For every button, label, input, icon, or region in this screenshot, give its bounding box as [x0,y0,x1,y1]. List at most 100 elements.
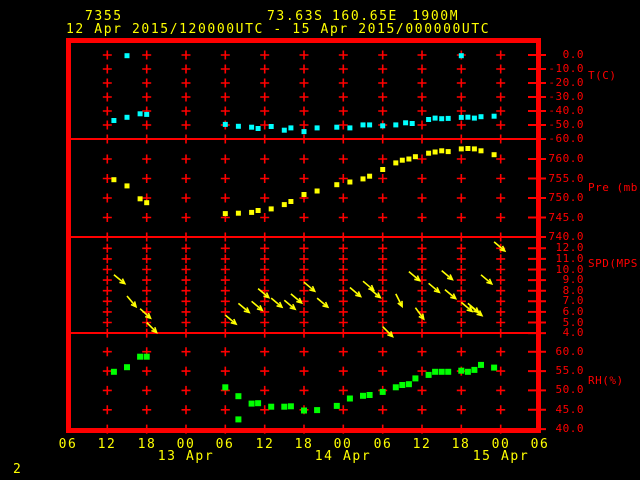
temperature-point [111,118,117,123]
pressure-point [412,154,418,160]
wind-arrow [146,321,158,334]
time-range: 12 Apr 2015/120000UTC - 15 Apr 2015/0000… [66,22,491,37]
relative_humidity-point [143,353,150,360]
pressure-point [281,202,287,208]
pressure-point [478,148,484,154]
temperature-axis-label: T(C) [588,69,617,82]
wind-arrow [395,293,403,309]
pressure-point [406,156,412,162]
relative_humidity-point [412,375,419,382]
pressure-tick-label: 760.0 [548,152,584,165]
relative_humidity-point [281,403,288,410]
wind-arrow [126,295,138,309]
x-hour-label: 06 [373,437,393,452]
pressure-point [255,208,261,213]
temperature-point [255,126,261,131]
temperature-point [478,114,484,120]
temperature-point [432,115,438,121]
relative_humidity-tick-label: 50.0 [555,383,584,396]
temperature-tick-label: -10.0 [548,62,584,75]
relative_humidity-point [366,392,373,398]
temperature-tick-label: -40.0 [548,104,584,117]
temperature-point [445,115,451,121]
wind-arrow [139,308,152,320]
wind_speed-tick-label: 7.0 [562,294,584,307]
wind-arrow [369,287,382,299]
pressure-point [144,200,150,206]
wind-arrow [303,281,317,293]
temperature-point [314,125,320,131]
pressure-point [367,173,373,179]
wind-arrow [382,326,394,338]
wind-arrow [290,293,304,305]
relative_humidity-point [301,407,307,414]
elevation: 1900M [412,9,460,24]
wind-arrow [414,307,425,321]
x-hour-label: 06 [530,437,550,452]
pressure-point [380,167,386,172]
temperature-tick-label: 0.0 [562,48,584,61]
x-hour-label: 18 [451,437,471,452]
temperature-point [268,124,274,129]
relative_humidity-point [478,361,484,368]
pressure-point [471,146,477,152]
relative_humidity-point [399,382,406,388]
pressure-tick-label: 740.0 [548,230,584,243]
x-hour-label: 00 [333,437,353,452]
relative_humidity-point [445,368,452,375]
relative_humidity-point [314,407,321,414]
pressure-point [111,177,117,183]
wind-arrow [251,300,264,312]
wind_speed-tick-label: 6.0 [562,305,584,318]
relative_humidity-tick-label: 55.0 [555,364,584,377]
relative_humidity-point [438,368,445,375]
wind-arrow [283,299,297,311]
temperature-tick-label: -20.0 [548,76,584,89]
temperature-point [458,53,464,59]
pressure-point [465,146,471,151]
wind-arrow [349,286,362,298]
temperature-point [124,114,130,120]
relative_humidity-point [137,353,144,360]
relative_humidity-point [248,400,255,407]
pressure-point [491,152,497,158]
x-hour-label: 18 [137,437,157,452]
wind-arrow [257,287,271,299]
relative_humidity-point [360,392,366,399]
longitude: 160.65E [332,9,398,24]
x-hour-label: 12 [412,437,432,452]
temperature-point [281,127,287,133]
wind-arrow [237,302,251,314]
relative_humidity-point [491,364,498,371]
wind-arrow [470,305,484,317]
temperature-point [471,115,477,121]
temperature-point [439,116,445,122]
pressure-point [360,176,366,182]
temperature-point [249,124,255,130]
wind-arrow [460,301,474,313]
pressure-tick-label: 755.0 [548,172,584,185]
pressure-point [288,199,294,204]
x-hour-label: 12 [97,437,117,452]
temperature-tick-label: -60.0 [548,132,584,145]
pressure-tick-label: 750.0 [548,191,584,204]
wind-arrow [493,241,507,253]
temperature-point [380,123,386,129]
wind_speed-tick-label: 10.0 [555,263,584,276]
pressure-point [458,146,464,152]
relative_humidity-point [346,395,353,402]
temperature-tick-label: -30.0 [548,90,584,103]
pressure-point [249,209,255,215]
temperature-point [124,53,130,59]
wind-arrow [224,314,238,326]
x-date-label: 15 Apr [472,449,530,464]
pressure-point [393,160,399,166]
x-date-label: 14 Apr [314,449,372,464]
relative_humidity-grid [102,347,506,434]
relative_humidity-point [235,416,242,423]
wind-arrow [362,280,376,292]
wind-arrow [408,270,421,282]
temperature-point [426,117,432,122]
